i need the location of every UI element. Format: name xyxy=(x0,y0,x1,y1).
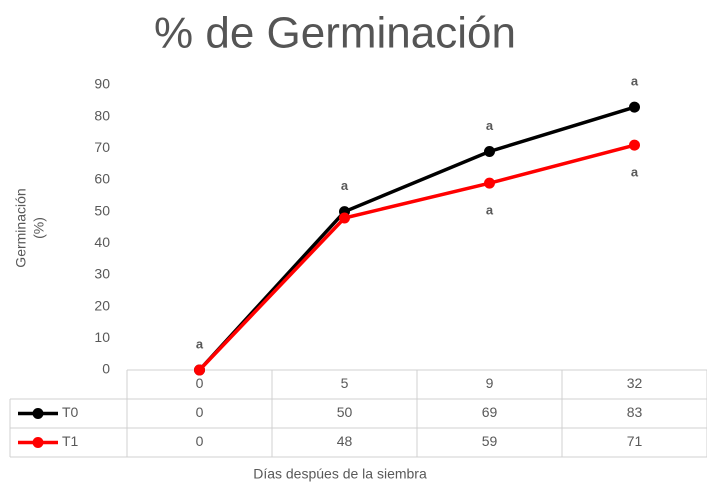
series-line xyxy=(198,105,636,372)
table-value: 69 xyxy=(482,404,498,420)
legend-label: T0 xyxy=(62,404,79,420)
x-axis-label: Días despúes de la siembra xyxy=(253,466,427,482)
point xyxy=(484,146,495,157)
y-tick-label: 10 xyxy=(94,329,110,345)
x-tick-label: 0 xyxy=(196,375,204,391)
legend-marker xyxy=(32,437,44,448)
significance-letter: a xyxy=(631,74,639,89)
y-tick-label: 0 xyxy=(102,361,110,377)
point xyxy=(339,212,350,224)
table-value: 71 xyxy=(627,433,643,449)
table-value: 0 xyxy=(196,404,204,420)
chart-title: % de Germinación xyxy=(154,9,516,58)
legend-label: T1 xyxy=(62,433,79,449)
significance-letter: a xyxy=(631,165,639,180)
y-label-line: Germinación xyxy=(13,188,29,267)
table-value: 59 xyxy=(482,433,498,449)
y-tick-label: 70 xyxy=(94,139,110,155)
table-value: 83 xyxy=(627,404,643,420)
y-tick-label: 80 xyxy=(94,107,110,123)
y-tick-label: 20 xyxy=(94,297,110,313)
point xyxy=(629,101,640,113)
point xyxy=(629,139,640,151)
significance-letter: a xyxy=(486,118,494,133)
significance-letter: a xyxy=(196,336,204,351)
point xyxy=(194,364,205,376)
significance-letter: a xyxy=(486,203,494,218)
table-value: 48 xyxy=(337,433,353,449)
y-tick-label: 40 xyxy=(94,234,110,250)
y-tick-label: 90 xyxy=(94,76,110,92)
y-label-line: (%) xyxy=(31,217,47,239)
x-tick-label: 5 xyxy=(341,375,349,391)
y-axis-label: Germinación (%) xyxy=(13,188,47,267)
series-line xyxy=(198,143,635,372)
table-value: 50 xyxy=(337,404,353,420)
y-tick-label: 60 xyxy=(94,171,110,187)
x-tick-label: 9 xyxy=(486,375,494,391)
x-tick-label: 32 xyxy=(627,375,643,391)
table-value: 0 xyxy=(196,433,204,449)
legend-marker xyxy=(32,408,44,419)
significance-letter: a xyxy=(341,178,349,193)
y-tick-label: 30 xyxy=(94,266,110,282)
point xyxy=(484,177,495,189)
y-tick-label: 50 xyxy=(94,202,110,218)
